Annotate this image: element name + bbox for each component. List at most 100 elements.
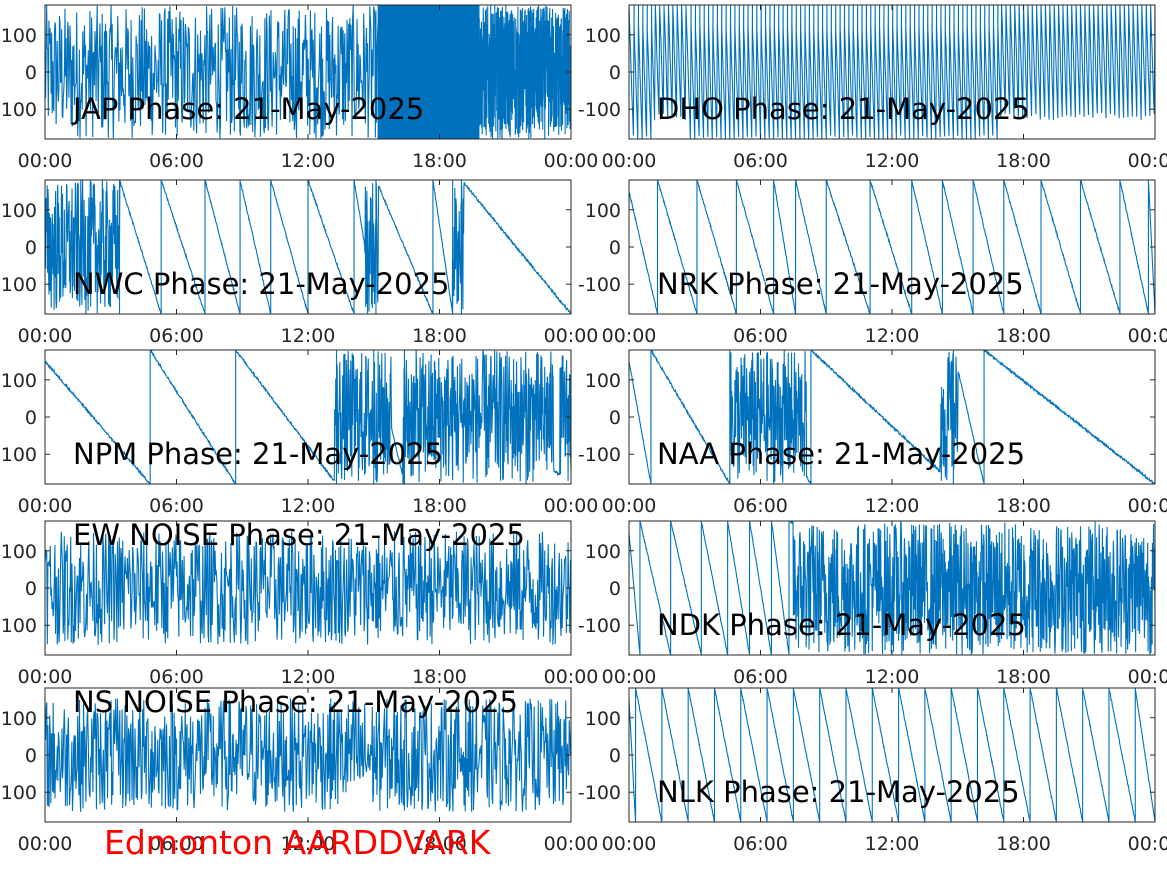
x-tick-label: 18:00	[996, 150, 1051, 172]
subplot-1: -100 0 100 00:00 06:00 12:00 18:00 00:00 DHO Pha…	[578, 4, 1167, 172]
y-tick-label: 0	[25, 237, 37, 259]
series-line	[45, 5, 571, 139]
y-tick-label: -100	[578, 444, 621, 466]
subplot-2: -100 0 100 00:00 06:00 12:00 18:00 00:00 NWC Pha…	[0, 179, 599, 347]
x-tick-label: 18:00	[412, 325, 467, 347]
x-tick-label: 12:00	[865, 325, 920, 347]
x-tick-label: 00:00	[544, 150, 599, 172]
y-tick-label: 0	[25, 407, 37, 429]
x-tick-label: 00:00	[1128, 150, 1167, 172]
footer-title: Edmonton AARDDVARK	[104, 823, 491, 862]
x-tick-label: 18:00	[996, 666, 1051, 688]
x-tick-label: 06:00	[149, 325, 204, 347]
subplot-title: EW NOISE Phase: 21-May-2025	[73, 518, 525, 552]
x-tick-label: 06:00	[733, 495, 788, 517]
x-tick-label: 12:00	[865, 495, 920, 517]
y-tick-label: -100	[578, 782, 621, 804]
y-tick-label: 100	[585, 370, 621, 392]
x-tick-label: 06:00	[733, 325, 788, 347]
y-tick-label: 0	[609, 62, 621, 84]
x-tick-label: 12:00	[865, 666, 920, 688]
x-tick-label: 18:00	[412, 495, 467, 517]
x-tick-label: 06:00	[733, 833, 788, 855]
y-tick-label: -100	[0, 444, 37, 466]
x-tick-label: 12:00	[281, 495, 336, 517]
subplot-title: NPM Phase: 21-May-2025	[73, 437, 443, 471]
subplot-title: JAP Phase: 21-May-2025	[71, 92, 424, 126]
subplot-title: NAA Phase: 21-May-2025	[657, 437, 1025, 471]
x-tick-label: 00:00	[602, 833, 657, 855]
x-tick-label: 00:00	[1128, 495, 1167, 517]
subplot-9: -100 0 100 00:00 06:00 12:00 18:00 00:00 NLK Pha…	[578, 687, 1167, 855]
y-tick-label: 0	[25, 578, 37, 600]
series-line	[45, 698, 571, 812]
subplot-title: NWC Phase: 21-May-2025	[73, 267, 450, 301]
y-tick-label: 100	[1, 200, 37, 222]
x-tick-label: 00:00	[1128, 325, 1167, 347]
x-tick-label: 00:00	[18, 325, 73, 347]
x-tick-label: 06:00	[149, 833, 204, 855]
x-tick-label: 06:00	[149, 150, 204, 172]
series-line	[629, 350, 1155, 484]
series-line	[45, 350, 571, 484]
x-tick-label: 00:00	[18, 666, 73, 688]
series-line	[629, 180, 1155, 314]
x-tick-label: 00:00	[18, 150, 73, 172]
subplot-8: -100 0 100 00:00 06:00 12:00 18:00 00:00 NS NOIS…	[0, 685, 598, 855]
x-tick-label: 06:00	[149, 666, 204, 688]
x-tick-label: 12:00	[281, 666, 336, 688]
x-tick-label: 12:00	[281, 325, 336, 347]
subplot-3: -100 0 100 00:00 06:00 12:00 18:00 00:00 NRK Pha…	[578, 179, 1167, 347]
x-tick-label: 00:00	[1128, 666, 1167, 688]
y-tick-label: -100	[0, 615, 37, 637]
x-tick-label: 00:00	[544, 325, 599, 347]
x-tick-label: 00:00	[602, 150, 657, 172]
series-line	[45, 531, 571, 645]
subplot-title: NS NOISE Phase: 21-May-2025	[73, 685, 518, 719]
y-tick-label: -100	[0, 782, 37, 804]
y-tick-label: 0	[25, 745, 37, 767]
x-tick-label: 12:00	[281, 833, 336, 855]
y-tick-label: 0	[609, 745, 621, 767]
y-tick-label: 100	[585, 541, 621, 563]
y-tick-label: -100	[578, 615, 621, 637]
y-tick-label: 100	[1, 25, 37, 47]
subplot-6: -100 0 100 00:00 06:00 12:00 18:00 00:00 EW NOIS…	[0, 518, 598, 688]
subplot-title: DHO Phase: 21-May-2025	[657, 92, 1030, 126]
y-tick-label: 100	[1, 541, 37, 563]
y-tick-label: 100	[585, 200, 621, 222]
y-tick-label: 0	[609, 237, 621, 259]
x-tick-label: 12:00	[865, 150, 920, 172]
x-tick-label: 00:00	[18, 833, 73, 855]
y-tick-label: 100	[585, 708, 621, 730]
y-tick-label: 100	[585, 25, 621, 47]
subplot-4: -100 0 100 00:00 06:00 12:00 18:00 00:00 NPM Pha…	[0, 349, 599, 517]
y-tick-label: 100	[1, 370, 37, 392]
x-tick-label: 06:00	[733, 666, 788, 688]
x-tick-label: 18:00	[996, 833, 1051, 855]
x-tick-label: 00:00	[544, 833, 599, 855]
subplot-0: -100 0 100 00:00 06:00 12:00 18:00 00:00 JAP Pha…	[0, 4, 599, 172]
x-tick-label: 12:00	[281, 150, 336, 172]
y-tick-label: 100	[1, 708, 37, 730]
x-tick-label: 00:00	[1128, 833, 1167, 855]
x-tick-label: 00:00	[602, 666, 657, 688]
y-tick-label: -100	[0, 274, 37, 296]
x-tick-label: 18:00	[412, 150, 467, 172]
y-tick-label: -100	[578, 99, 621, 121]
y-tick-label: -100	[578, 274, 621, 296]
subplot-7: -100 0 100 00:00 06:00 12:00 18:00 00:00 NDK Pha…	[578, 520, 1167, 688]
x-tick-label: 00:00	[544, 495, 599, 517]
x-tick-label: 12:00	[865, 833, 920, 855]
x-tick-label: 00:00	[602, 325, 657, 347]
x-tick-label: 00:00	[602, 495, 657, 517]
x-tick-label: 18:00	[996, 325, 1051, 347]
x-tick-label: 06:00	[149, 495, 204, 517]
y-tick-label: 0	[609, 578, 621, 600]
y-tick-label: -100	[0, 99, 37, 121]
subplot-title: NDK Phase: 21-May-2025	[657, 608, 1026, 642]
series-line	[629, 688, 1155, 822]
subplot-5: -100 0 100 00:00 06:00 12:00 18:00 00:00 NAA Pha…	[578, 349, 1167, 517]
